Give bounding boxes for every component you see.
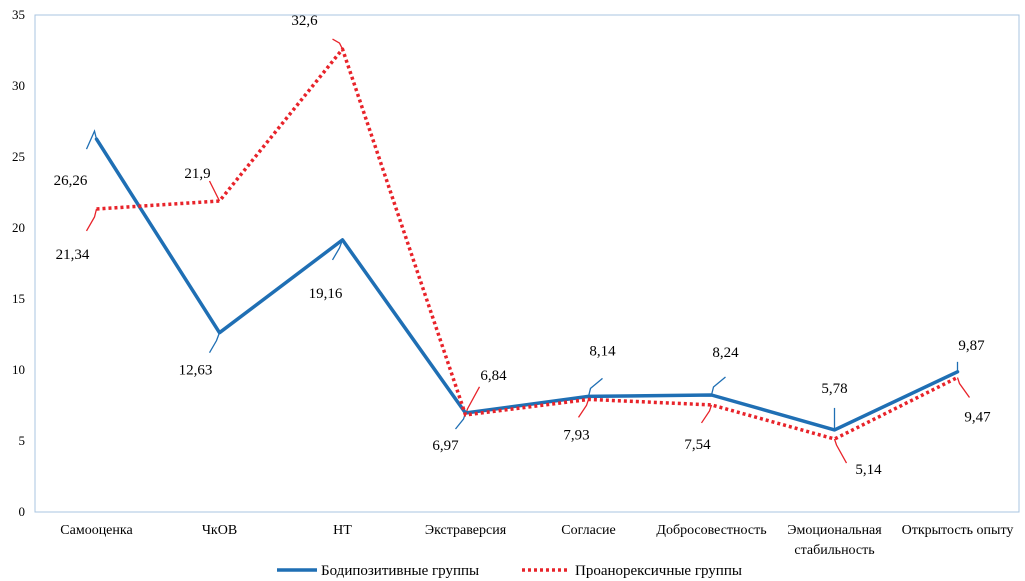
- y-tick-label: 20: [12, 220, 25, 235]
- x-category-label: стабильность: [794, 543, 874, 558]
- x-category-label: Согласие: [561, 523, 616, 538]
- data-label: 32,6: [291, 13, 318, 29]
- data-label: 7,93: [563, 427, 589, 443]
- label-leader-line: [700, 404, 713, 424]
- legend: Бодипозитивные группы Проанорексичные гру…: [277, 563, 742, 579]
- label-leader-line: [332, 38, 344, 50]
- series-lines: [94, 47, 960, 441]
- label-leader-line: [587, 377, 603, 397]
- label-leader-line: [85, 208, 98, 232]
- label-leader-line: [956, 377, 971, 398]
- x-category-label: Добросовестность: [656, 523, 766, 538]
- data-label: 6,84: [480, 368, 507, 384]
- data-labels: 26,26 12,63 19,16 6,97 8,14 8,24 5,78 9,87 21,34…: [54, 13, 992, 478]
- data-label: 5,78: [821, 381, 847, 397]
- x-category-label: НТ: [333, 523, 352, 538]
- data-label: 26,26: [54, 173, 88, 189]
- x-category-label: Открытость опыту: [902, 523, 1014, 538]
- data-label: 12,63: [179, 363, 213, 379]
- data-label: 8,24: [712, 345, 739, 361]
- series-line-bodypositive: [94, 137, 960, 432]
- x-axis: Самооценка ЧкОВ НТ Экстраверсия Согласие Добр…: [60, 523, 1013, 558]
- data-label: 19,16: [309, 286, 343, 302]
- x-category-label: Эмоциональная: [787, 523, 882, 538]
- data-label: 9,87: [958, 338, 985, 354]
- y-tick-label: 0: [19, 504, 26, 519]
- plot-frame: [34, 14, 1020, 513]
- label-leader-line: [85, 129, 98, 150]
- x-category-label: Самооценка: [60, 523, 133, 538]
- data-label: 9,47: [964, 410, 991, 426]
- label-leader-line: [710, 376, 726, 396]
- data-label: 7,54: [684, 437, 711, 453]
- data-label: 5,14: [855, 462, 882, 478]
- legend-label: Бодипозитивные группы: [321, 563, 479, 579]
- x-category-label: ЧкОВ: [202, 523, 237, 538]
- data-label: 21,9: [184, 166, 210, 182]
- label-leader-line: [208, 180, 221, 202]
- series-line-proanorexic: [96, 47, 959, 441]
- label-leader-line: [577, 399, 590, 418]
- y-tick-label: 5: [19, 433, 26, 448]
- y-tick-label: 25: [12, 149, 25, 164]
- y-axis: 0 5 10 15 20 25 30 35: [12, 7, 25, 519]
- y-tick-label: 30: [12, 78, 25, 93]
- y-tick-label: 35: [12, 7, 25, 22]
- legend-label: Проанорексичные группы: [575, 563, 742, 579]
- x-category-label: Экстраверсия: [425, 523, 507, 538]
- y-tick-label: 15: [12, 291, 25, 306]
- data-label: 8,14: [589, 343, 616, 359]
- label-leader-line: [833, 438, 848, 464]
- y-tick-label: 10: [12, 362, 25, 377]
- data-label: 6,97: [432, 438, 459, 454]
- label-leader-line: [208, 332, 221, 353]
- data-label: 21,34: [56, 247, 90, 263]
